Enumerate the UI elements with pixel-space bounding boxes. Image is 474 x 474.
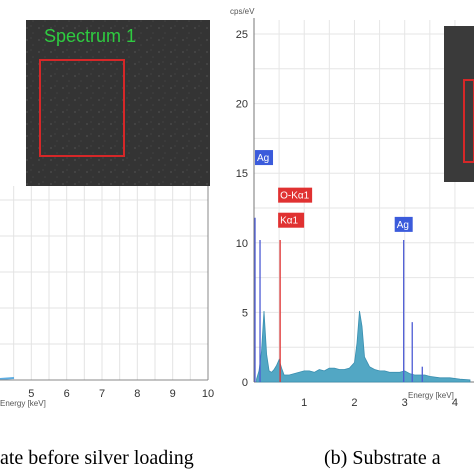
roi-box-right xyxy=(463,79,474,163)
right-panel: cps/eV 0 5 10 15 20 25 1 2 3 4 Ag O-Kα1 Kα1 Ag Ener… xyxy=(222,0,474,440)
right-y-unit: cps/eV xyxy=(230,7,255,16)
roi-box xyxy=(39,59,125,157)
left-x-tick-label: 6 xyxy=(64,388,70,400)
right-y-tick-labels: 0 5 10 15 20 25 xyxy=(236,29,248,389)
right-x-tick-label: 2 xyxy=(351,397,357,409)
inset-label: Spectrum 1 xyxy=(44,26,136,46)
left-x-axis-label: Energy [keV] xyxy=(0,399,46,408)
spectrum-series xyxy=(256,310,471,383)
left-spectrum-plot: Spectrum 1 5 6 7 8 9 10 Energy [keV] xyxy=(0,20,214,408)
peak-label-tag: Ag xyxy=(255,150,274,166)
peak-label-text: Ag xyxy=(257,153,269,164)
right-caption: (b) Substrate a xyxy=(324,447,441,469)
peak-label-tag: Ag xyxy=(394,216,413,232)
peak-label-bg xyxy=(255,150,274,166)
right-x-tick-labels: 1 2 3 4 xyxy=(301,397,458,409)
left-x-tick-label: 10 xyxy=(202,388,214,400)
left-spectrum-tail xyxy=(0,377,15,380)
left-caption: ate before silver loading xyxy=(0,447,194,469)
right-x-tick-label: 1 xyxy=(301,397,307,409)
left-x-tick-labels: 5 6 7 8 9 10 xyxy=(28,388,214,400)
peak-label-tags: Ag O-Kα1 Kα1 Ag xyxy=(255,150,413,232)
right-x-tick-label: 4 xyxy=(452,397,458,409)
peak-lines xyxy=(254,217,423,382)
peak-label-text: Kα1 xyxy=(280,216,298,227)
left-x-tick-label: 9 xyxy=(170,388,176,400)
peak-label-text: Ag xyxy=(397,220,409,231)
peak-label-text: O-Kα1 xyxy=(280,191,310,202)
peak-label-bg xyxy=(394,216,413,232)
right-y-tick-label: 0 xyxy=(242,377,248,389)
sem-texture xyxy=(26,20,210,186)
right-y-tick-label: 20 xyxy=(236,99,248,111)
left-x-tick-label: 5 xyxy=(28,388,34,400)
spectrum-area xyxy=(256,310,471,383)
right-x-tick-label: 3 xyxy=(402,397,408,409)
left-grid xyxy=(0,186,209,380)
right-spectrum-plot: cps/eV 0 5 10 15 20 25 1 2 3 4 Ag O-Kα1 Kα1 Ag Ener… xyxy=(230,7,474,409)
peak-label-tag: O-Kα1 xyxy=(278,187,313,203)
right-y-tick-label: 25 xyxy=(236,29,248,41)
peak-label-bg xyxy=(278,187,313,203)
right-x-axis-label: Energy [keV] xyxy=(408,391,454,400)
right-y-tick-label: 5 xyxy=(242,307,248,319)
sem-inset-image-right xyxy=(444,26,474,182)
left-x-tick-label: 8 xyxy=(134,388,140,400)
peak-label-bg xyxy=(278,212,305,228)
right-grid xyxy=(254,20,474,382)
left-panel: Spectrum 1 5 6 7 8 9 10 Energy [keV] xyxy=(0,0,220,440)
left-x-tick-label: 7 xyxy=(99,388,105,400)
right-y-tick-label: 10 xyxy=(236,238,248,250)
peak-label-tag: Kα1 xyxy=(278,212,305,228)
right-y-tick-label: 15 xyxy=(236,168,248,180)
